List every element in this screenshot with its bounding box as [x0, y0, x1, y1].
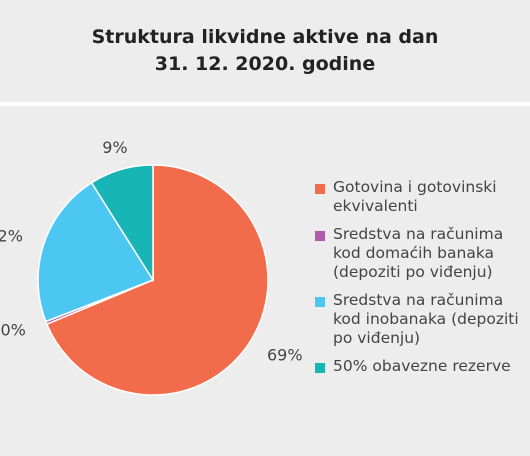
- legend-swatch: [315, 231, 325, 241]
- pie-area: 69% 0% 22% 9%: [0, 138, 303, 396]
- chart-title: Struktura likvidne aktive na dan: [91, 26, 439, 48]
- legend-label: 50% obavezne rezerve: [333, 357, 511, 375]
- legend-label: Sredstva na računima kod domaćih banaka …: [333, 225, 504, 281]
- legend-swatch: [315, 184, 325, 194]
- legend-swatch: [315, 363, 325, 373]
- legend-label: Gotovina i gotovinski ekvivalenti: [333, 178, 497, 215]
- legend-swatch: [315, 297, 325, 307]
- legend-item: Gotovina i gotovinski ekvivalenti: [315, 178, 530, 216]
- chart-title: 31. 12. 2020. godine: [154, 53, 376, 75]
- pie-slice: [37, 181, 155, 323]
- header: Struktura likvidne aktive na dan 31. 12.…: [0, 0, 530, 106]
- legend-item: Sredstva na računima kod domaćih banaka …: [315, 225, 530, 282]
- data-label: 22%: [0, 227, 23, 246]
- pie-slice: [90, 164, 154, 283]
- data-label: 69%: [267, 346, 303, 365]
- data-label: 0%: [0, 321, 25, 340]
- legend: Gotovina i gotovinski ekvivalenti Sredstv…: [315, 178, 530, 385]
- legend-item: Sredstva na računima kod inobanaka (depo…: [315, 291, 530, 348]
- legend-item: 50% obavezne rezerve: [315, 357, 530, 376]
- legend-label: Sredstva na računima kod inobanaka (depo…: [333, 291, 519, 347]
- data-label: 9%: [102, 138, 127, 157]
- pie-slice: [45, 164, 269, 396]
